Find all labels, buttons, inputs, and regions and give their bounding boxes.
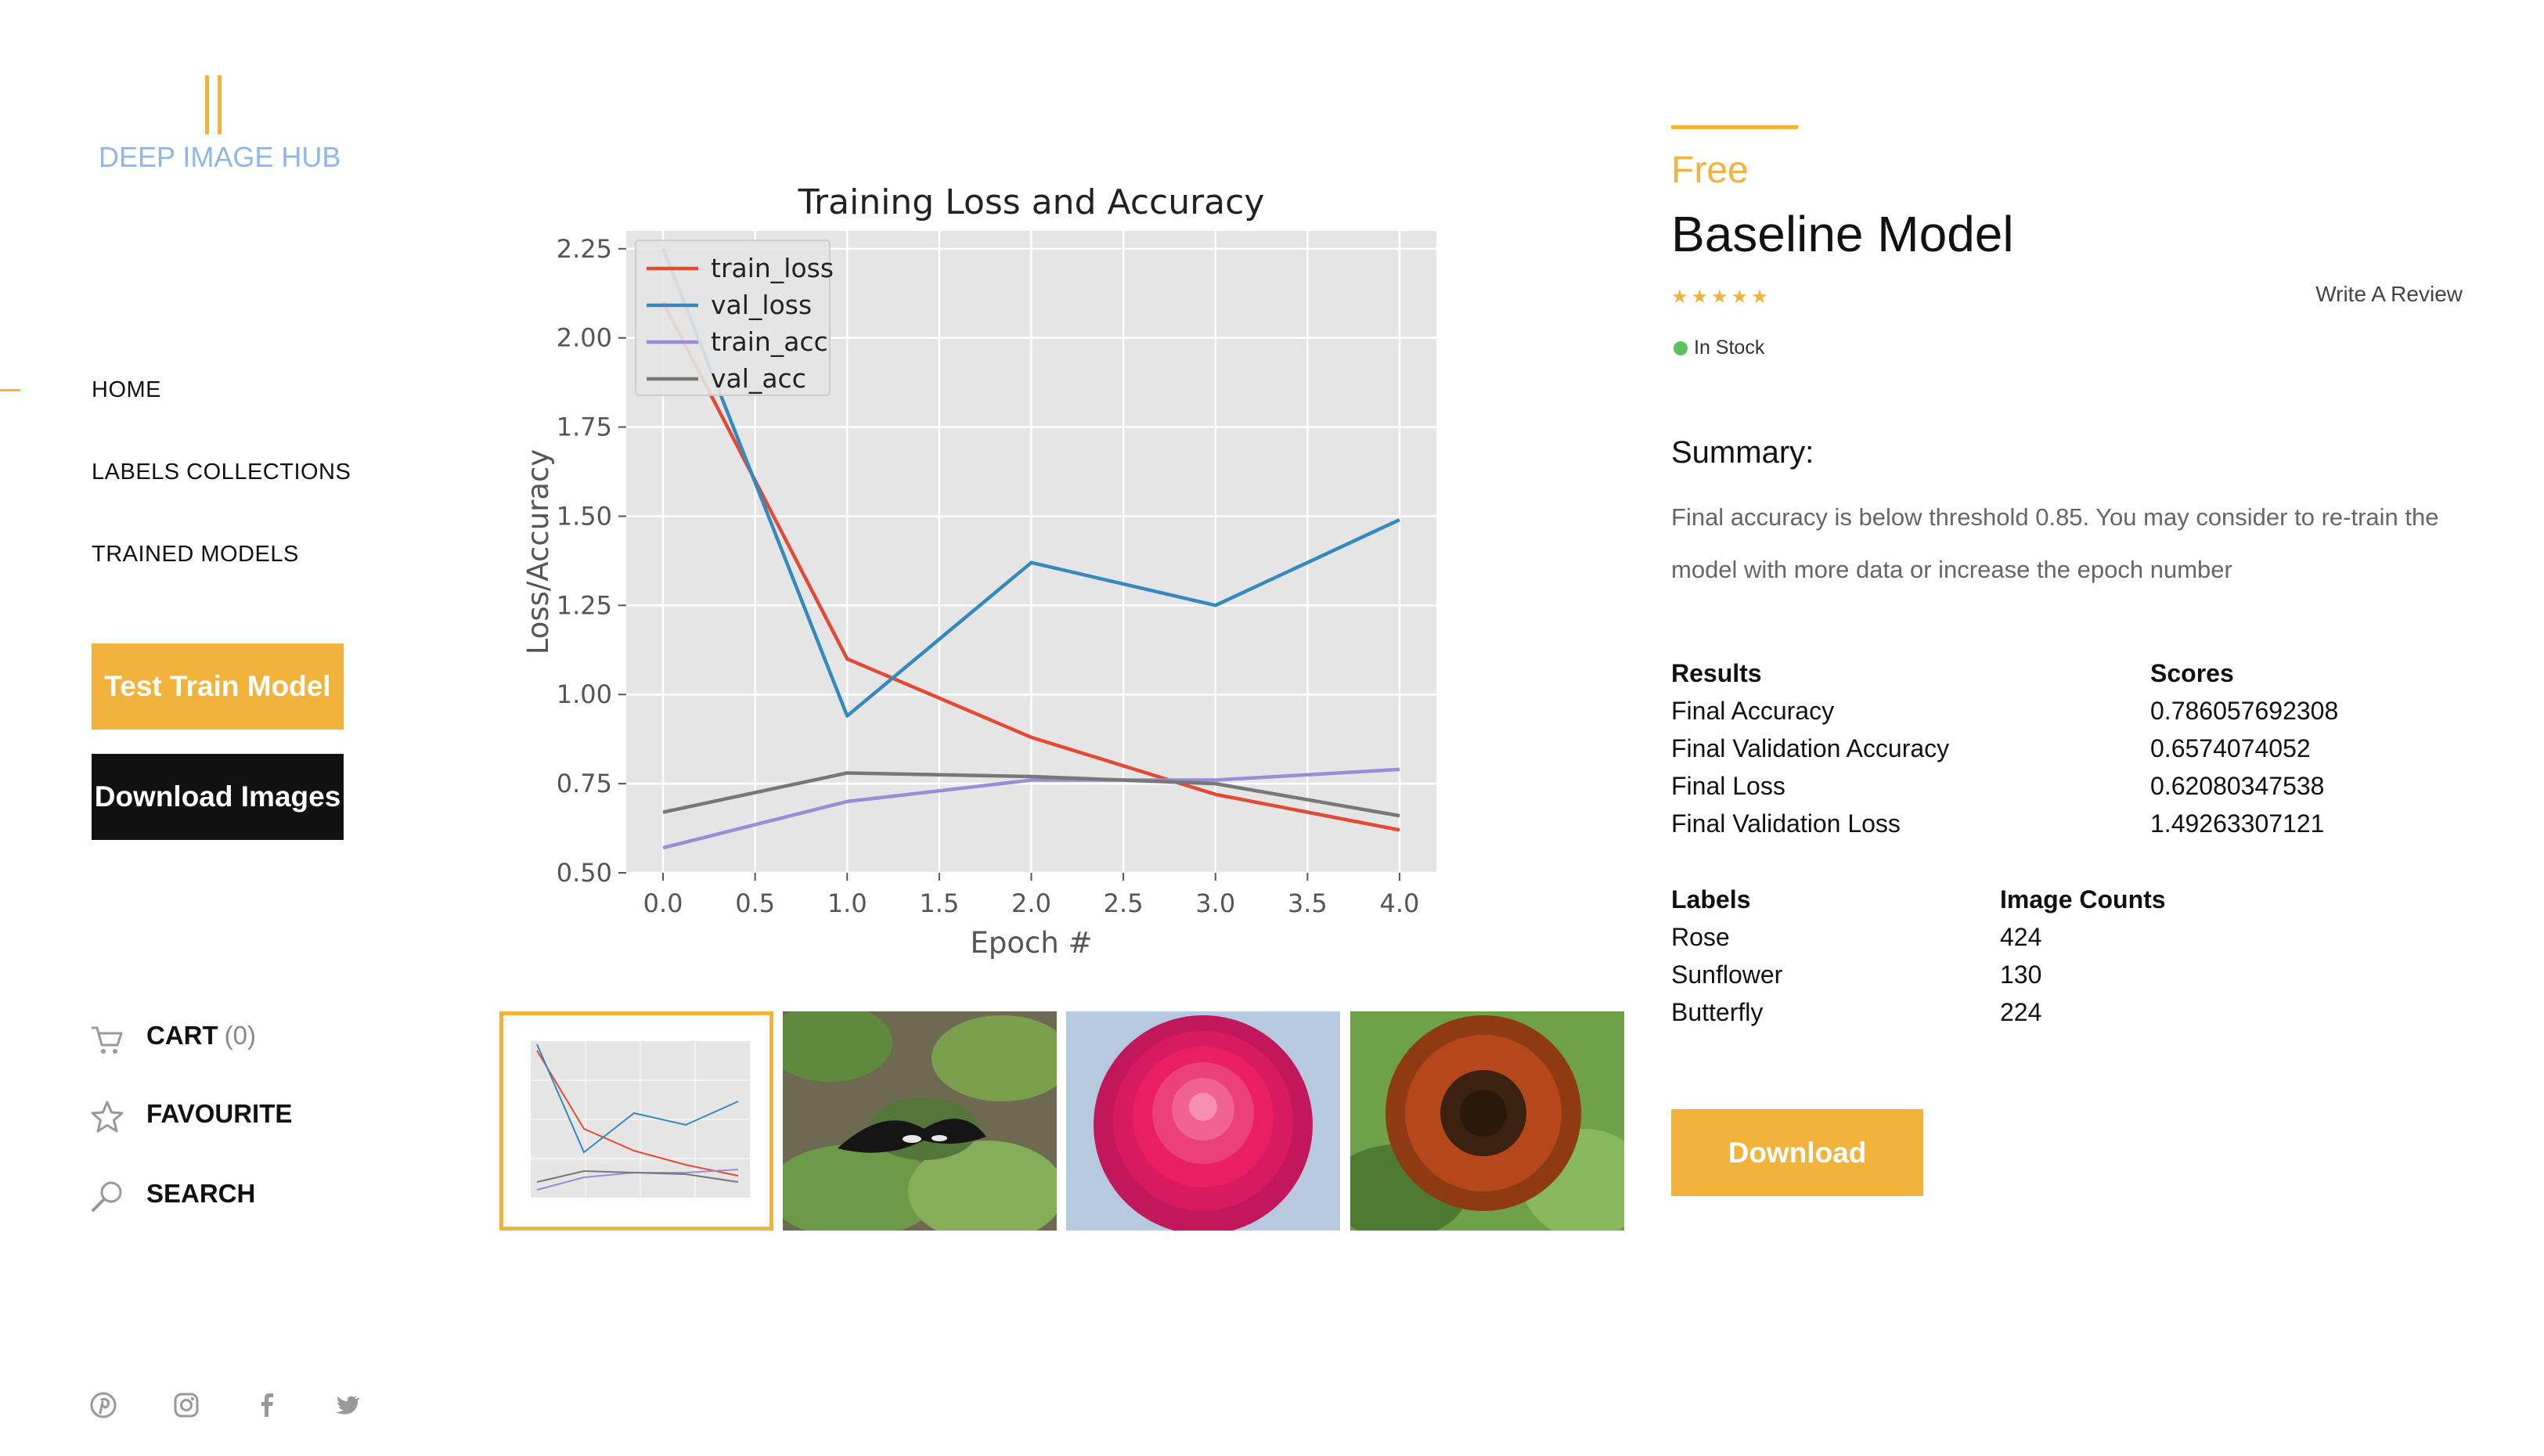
legend-label: val_acc	[711, 363, 806, 394]
y-tick-label: 1.25	[557, 590, 612, 620]
nav-item-labels-collections[interactable]: LABELS COLLECTIONS	[92, 460, 351, 485]
instagram-icon[interactable]	[172, 1391, 200, 1419]
labels-header-label: Labels	[1671, 885, 1751, 914]
summary-heading: Summary:	[1671, 435, 1814, 470]
cart-count: (0)	[224, 1021, 256, 1050]
x-tick-label: 0.0	[643, 888, 683, 918]
price-accent-bar	[1671, 125, 1798, 129]
results-header-value: Scores	[2150, 659, 2234, 687]
y-tick-label: 2.25	[557, 234, 612, 264]
download-images-button[interactable]: Download Images	[92, 754, 344, 840]
facebook-icon[interactable]	[252, 1391, 280, 1419]
chart-title: Training Loss and Accuracy	[798, 182, 1265, 222]
sunflower-image	[1350, 1011, 1624, 1231]
test-train-model-button[interactable]: Test Train Model	[92, 643, 344, 730]
result-label: Final Validation Accuracy	[1671, 734, 1950, 762]
write-review-link[interactable]: Write A Review	[2315, 282, 2463, 306]
x-tick-label: 3.5	[1288, 888, 1328, 918]
series-line-val_acc	[662, 771, 1400, 818]
series-line-train_acc	[662, 767, 1400, 850]
labels-header-value: Image Counts	[2000, 885, 2166, 914]
rating-stars: ★★★★★	[1671, 287, 1771, 308]
favourite-link[interactable]: FAVOURITE	[146, 1099, 293, 1128]
pinterest-icon[interactable]	[89, 1391, 117, 1419]
result-label: Final Validation Loss	[1671, 809, 1901, 838]
result-label: Final Accuracy	[1671, 697, 1835, 725]
y-tick-label: 0.75	[557, 769, 612, 798]
download-button[interactable]: Download	[1671, 1109, 1923, 1196]
label-count: 130	[2000, 960, 2042, 989]
stock-status-dot-icon	[1674, 341, 1688, 355]
legend-label: train_acc	[711, 326, 828, 357]
x-tick-label: 0.5	[735, 888, 775, 918]
training-chart: 0.50 0.75 1.00 1.25 1.50 1.75 2.00 2.25 0.0 0.5 1.…	[521, 182, 1436, 960]
thumbnail-chart[interactable]	[499, 1011, 773, 1231]
nav-item-trained-models[interactable]: TRAINED MODELS	[92, 542, 299, 567]
label-name: Rose	[1671, 923, 1730, 951]
chart-thumbnail-image	[499, 1011, 773, 1231]
y-tick-label: 2.00	[557, 323, 612, 353]
x-tick-label: 1.0	[827, 888, 867, 918]
x-tick-label: 4.0	[1380, 888, 1420, 918]
label-count: 424	[2000, 923, 2042, 951]
y-tick-label: 1.50	[557, 501, 612, 531]
series-line-train_loss	[661, 301, 1400, 832]
label-name: Sunflower	[1671, 960, 1783, 989]
star-outline-icon[interactable]	[89, 1099, 125, 1135]
product-title: Baseline Model	[1671, 206, 2014, 262]
label-count: 224	[2000, 998, 2042, 1026]
label-name: Butterfly	[1671, 998, 1764, 1026]
results-header-label: Results	[1671, 659, 1762, 687]
x-tick-label: 3.0	[1195, 888, 1235, 918]
search-icon[interactable]	[89, 1179, 125, 1215]
legend-label: val_loss	[711, 290, 812, 320]
x-tick-label: 1.5	[919, 888, 959, 918]
search-link[interactable]: SEARCH	[146, 1179, 256, 1208]
series-line-val_loss	[661, 247, 1400, 718]
price-label: Free	[1671, 150, 1749, 191]
result-value: 0.6574074052	[2150, 734, 2311, 762]
y-axis-label: Loss/Accuracy	[521, 449, 555, 655]
brand-name[interactable]: DEEP IMAGE HUB	[99, 141, 341, 173]
summary-text: Final accuracy is below threshold 0.85. …	[1671, 503, 2439, 583]
y-tick-label: 1.75	[557, 413, 612, 442]
logo-icon	[205, 75, 222, 135]
legend-box	[635, 240, 831, 396]
cart-icon[interactable]	[89, 1022, 125, 1058]
result-value: 1.49263307121	[2150, 809, 2325, 838]
y-tick-label: 1.00	[557, 679, 612, 709]
thumbnail-butterfly[interactable]	[783, 1011, 1057, 1231]
result-label: Final Loss	[1671, 772, 1785, 800]
y-tick-label: 0.50	[557, 858, 612, 888]
nav-active-indicator	[0, 389, 20, 391]
cart-label: CART	[146, 1021, 218, 1050]
thumbnail-rose[interactable]	[1066, 1011, 1340, 1231]
result-value: 0.62080347538	[2150, 772, 2325, 800]
cart-link[interactable]: CART (0)	[146, 1021, 256, 1051]
rose-image	[1066, 1011, 1340, 1231]
result-value: 0.786057692308	[2150, 697, 2339, 725]
twitter-icon[interactable]	[332, 1391, 360, 1419]
x-axis-label: Epoch #	[970, 926, 1092, 960]
legend-label: train_loss	[711, 253, 834, 283]
thumbnail-sunflower[interactable]	[1350, 1011, 1624, 1231]
butterfly-image	[783, 1011, 1057, 1231]
nav-item-home[interactable]: HOME	[92, 377, 161, 402]
x-tick-label: 2.0	[1011, 888, 1051, 918]
x-tick-label: 2.5	[1104, 888, 1144, 918]
stock-status: In Stock	[1694, 337, 1765, 359]
